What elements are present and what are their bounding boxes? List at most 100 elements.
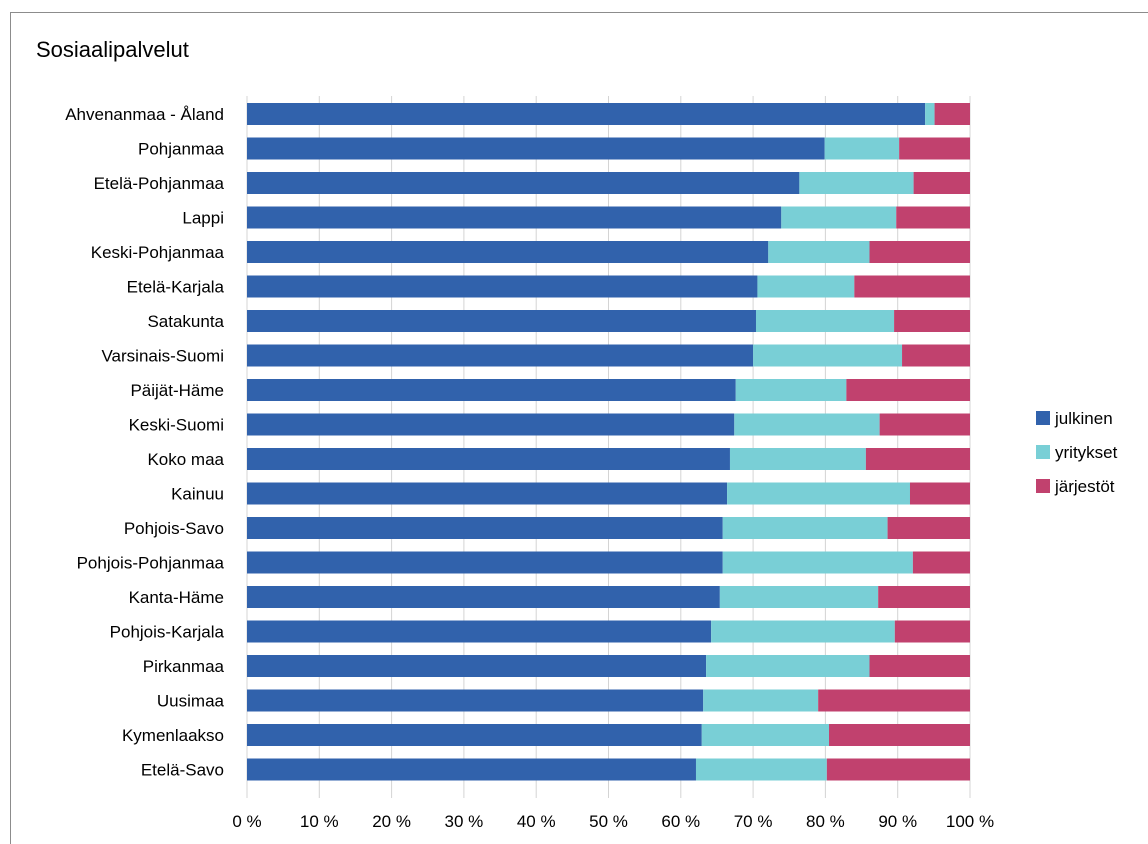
bar-segment (247, 103, 926, 125)
category-label: Uusimaa (157, 692, 225, 711)
bar-segment (247, 620, 712, 643)
bar-segment (869, 655, 970, 677)
bar-segment (824, 137, 900, 160)
bar-segment (247, 586, 720, 608)
category-label: Satakunta (147, 312, 224, 331)
bar-segment (729, 448, 866, 470)
bar-segment (887, 517, 970, 539)
category-label: Koko maa (147, 450, 224, 469)
category-label: Pohjanmaa (138, 140, 225, 159)
bar-segment (247, 344, 754, 367)
bar-segment (247, 241, 769, 263)
bar-segment (846, 379, 970, 401)
legend-swatch (1036, 445, 1050, 459)
category-label: Etelä-Savo (141, 761, 224, 780)
category-label: Keski-Pohjanmaa (91, 243, 225, 262)
x-tick-label: 30 % (445, 812, 484, 831)
category-label: Päijät-Häme (130, 381, 224, 400)
category-label: Kymenlaakso (122, 726, 224, 745)
bar-segment (701, 724, 830, 746)
category-label: Pirkanmaa (143, 657, 225, 676)
bar-segment (879, 413, 970, 436)
bar-segment (894, 620, 970, 643)
category-labels: Ahvenanmaa - Åland Pohjanmaa Etelä-Pohjanm… (65, 105, 224, 780)
x-tick-label: 100 % (946, 812, 994, 831)
bar-segment (925, 103, 935, 125)
x-axis-ticks: 0 % 10 % 20 % 30 % 40 % 50 % 60 % 70 % 80 % 90 % 1… (232, 812, 994, 831)
category-label: Ahvenanmaa - Åland (65, 105, 224, 124)
bar-segment (703, 689, 819, 712)
bar-segment (247, 758, 696, 781)
category-label: Pohjois-Pohjanmaa (77, 554, 225, 573)
bar-segment (799, 172, 914, 194)
legend-label: julkinen (1054, 409, 1113, 428)
bar-segment (826, 758, 970, 781)
bar-segment (247, 448, 730, 470)
bar-segment (894, 310, 970, 332)
legend-label: järjestöt (1054, 477, 1115, 496)
legend-swatch (1036, 411, 1050, 425)
bar-segment (247, 172, 800, 194)
bar-segment (854, 275, 970, 298)
bar-segment (247, 724, 702, 746)
bar-segment (247, 655, 707, 677)
x-tick-label: 40 % (517, 812, 556, 831)
bar-segment (247, 137, 825, 160)
bar-segment (869, 241, 970, 263)
x-tick-label: 70 % (734, 812, 773, 831)
category-label: Pohjois-Karjala (110, 623, 225, 642)
category-label: Varsinais-Suomi (101, 347, 224, 366)
bar-segment (865, 448, 970, 470)
category-label: Lappi (182, 209, 224, 228)
bar-segment (247, 482, 728, 505)
bar-segment (247, 379, 736, 401)
x-tick-label: 80 % (806, 812, 845, 831)
bar-segment (711, 620, 895, 643)
bars (247, 103, 970, 781)
x-tick-label: 20 % (372, 812, 411, 831)
bar-segment (818, 689, 970, 712)
category-label: Keski-Suomi (129, 416, 224, 435)
bar-segment (878, 586, 970, 608)
bar-segment (934, 103, 970, 125)
bar-segment (768, 241, 870, 263)
bar-segment (735, 379, 847, 401)
bar-segment (757, 275, 855, 298)
bar-segment (247, 206, 782, 229)
bar-segment (247, 517, 723, 539)
bar-segment (719, 586, 879, 608)
bar-segment (706, 655, 870, 677)
x-tick-label: 10 % (300, 812, 339, 831)
bar-segment (247, 275, 758, 298)
category-label: Pohjois-Savo (124, 519, 224, 538)
bar-segment (734, 413, 880, 436)
legend-swatch (1036, 479, 1050, 493)
x-tick-label: 90 % (878, 812, 917, 831)
bar-segment (695, 758, 827, 781)
bar-segment (909, 482, 970, 505)
bar-segment (902, 344, 970, 367)
bar-segment (722, 517, 888, 539)
category-label: Kanta-Häme (129, 588, 224, 607)
category-label: Kainuu (171, 485, 224, 504)
bar-segment (247, 551, 723, 574)
bar-segment (722, 551, 913, 574)
x-tick-label: 60 % (661, 812, 700, 831)
bar-segment (727, 482, 910, 505)
bar-segment (781, 206, 897, 229)
bar-segment (912, 551, 970, 574)
category-label: Etelä-Pohjanmaa (94, 174, 225, 193)
chart-title: Sosiaalipalvelut (36, 37, 189, 62)
bar-segment (755, 310, 895, 332)
legend: julkinen yritykset järjestöt (1036, 409, 1118, 496)
bar-segment (896, 206, 970, 229)
bar-segment (753, 344, 903, 367)
bar-segment (913, 172, 970, 194)
bar-segment (899, 137, 970, 160)
bar-segment (247, 689, 704, 712)
category-label: Etelä-Karjala (127, 278, 225, 297)
x-tick-label: 0 % (232, 812, 261, 831)
legend-label: yritykset (1055, 443, 1118, 462)
bar-segment (829, 724, 970, 746)
